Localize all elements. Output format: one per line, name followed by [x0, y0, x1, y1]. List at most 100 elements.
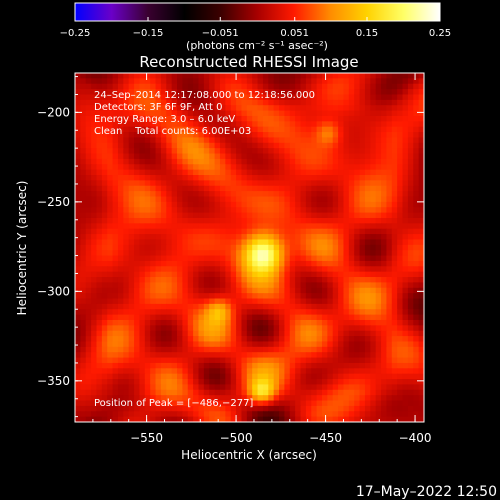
heatmap-cell: [257, 196, 264, 203]
heatmap-cell: [359, 309, 366, 316]
heatmap-cell: [262, 110, 269, 117]
heatmap-cell: [327, 389, 334, 396]
heatmap-cell: [321, 110, 328, 117]
heatmap-cell: [214, 287, 221, 294]
heatmap-cell: [257, 282, 264, 289]
heatmap-cell: [391, 137, 398, 144]
heatmap-cell: [300, 115, 307, 122]
heatmap-cell: [252, 175, 259, 181]
heatmap-cell: [289, 293, 296, 300]
heatmap-cell: [193, 255, 200, 262]
heatmap-cell: [225, 293, 232, 300]
heatmap-cell: [338, 191, 345, 198]
heatmap-cell: [160, 277, 167, 283]
heatmap-cell: [338, 298, 345, 305]
heatmap-cell: [311, 217, 318, 224]
heatmap-cell: [214, 368, 221, 375]
heatmap-cell: [177, 287, 183, 294]
heatmap-cell: [182, 132, 189, 139]
heatmap-cell: [327, 384, 334, 391]
heatmap-cell: [160, 212, 167, 219]
heatmap-cell: [252, 250, 259, 257]
heatmap-cell: [80, 260, 87, 267]
heatmap-cell: [332, 293, 339, 300]
footer-timestamp: 17–May–2022 12:50: [356, 484, 497, 500]
heatmap-cell: [155, 389, 162, 396]
heatmap-cell: [107, 266, 114, 273]
heatmap-cell: [96, 298, 103, 305]
heatmap-cell: [359, 142, 366, 149]
heatmap-cell: [407, 362, 414, 369]
heatmap-cell: [364, 277, 371, 283]
heatmap-cell: [284, 282, 291, 289]
heatmap-cell: [134, 271, 141, 278]
heatmap-cell: [257, 341, 264, 348]
heatmap-cell: [300, 277, 307, 283]
heatmap-cell: [75, 250, 81, 257]
heatmap-cell: [230, 405, 237, 412]
heatmap-cell: [214, 293, 221, 300]
heatmap-image: [75, 73, 424, 422]
heatmap-cell: [209, 89, 216, 96]
heatmap-cell: [375, 250, 382, 257]
heatmap-cell: [321, 105, 328, 112]
heatmap-cell: [230, 384, 237, 391]
heatmap-cell: [289, 255, 296, 262]
heatmap-cell: [150, 346, 157, 353]
heatmap-cell: [236, 250, 243, 257]
heatmap-cell: [338, 234, 345, 241]
heatmap-cell: [311, 78, 318, 85]
heatmap-cell: [236, 384, 243, 391]
heatmap-cell: [268, 110, 275, 117]
heatmap-cell: [75, 175, 81, 181]
heatmap-cell: [203, 352, 210, 359]
heatmap-cell: [386, 105, 393, 112]
heatmap-cell: [257, 78, 264, 85]
heatmap-cell: [305, 153, 312, 160]
heatmap-cell: [107, 255, 114, 262]
heatmap-cell: [85, 282, 92, 289]
heatmap-cell: [386, 379, 393, 386]
heatmap-cell: [171, 352, 178, 359]
heatmap-cell: [198, 255, 205, 262]
heatmap-cell: [311, 212, 318, 219]
heatmap-cell: [418, 373, 424, 380]
heatmap-cell: [343, 185, 350, 192]
heatmap-cell: [375, 362, 382, 369]
heatmap-cell: [117, 389, 124, 396]
heatmap-cell: [262, 185, 269, 192]
heatmap-cell: [117, 357, 124, 364]
heatmap-cell: [295, 336, 302, 343]
heatmap-cell: [123, 357, 130, 364]
heatmap-cell: [117, 142, 124, 149]
heatmap-cell: [300, 373, 307, 380]
heatmap-cell: [348, 244, 355, 251]
heatmap-cell: [241, 250, 248, 257]
heatmap-cell: [332, 212, 339, 219]
heatmap-cell: [418, 362, 424, 369]
heatmap-cell: [219, 357, 226, 364]
heatmap-cell: [177, 298, 183, 305]
heatmap-cell: [386, 277, 393, 283]
heatmap-cell: [316, 110, 323, 117]
heatmap-cell: [386, 73, 393, 79]
heatmap-cell: [91, 336, 98, 343]
heatmap-cell: [305, 303, 312, 310]
heatmap-cell: [311, 153, 318, 160]
heatmap-cell: [236, 368, 243, 375]
heatmap-cell: [354, 78, 361, 85]
heatmap-cell: [166, 207, 173, 214]
heatmap-cell: [112, 191, 119, 198]
heatmap-cell: [289, 175, 296, 181]
heatmap-cell: [101, 142, 108, 149]
x-axis: −550 −500 −450 −400: [74, 73, 432, 445]
heatmap-cell: [338, 137, 345, 144]
heatmap-cell: [123, 153, 130, 160]
heatmap-cell: [284, 303, 291, 310]
heatmap-cell: [295, 234, 302, 241]
heatmap-cell: [85, 277, 92, 283]
heatmap-cell: [171, 158, 178, 165]
heatmap-cell: [375, 352, 382, 359]
heatmap-cell: [144, 341, 151, 348]
heatmap-cell: [236, 400, 243, 407]
